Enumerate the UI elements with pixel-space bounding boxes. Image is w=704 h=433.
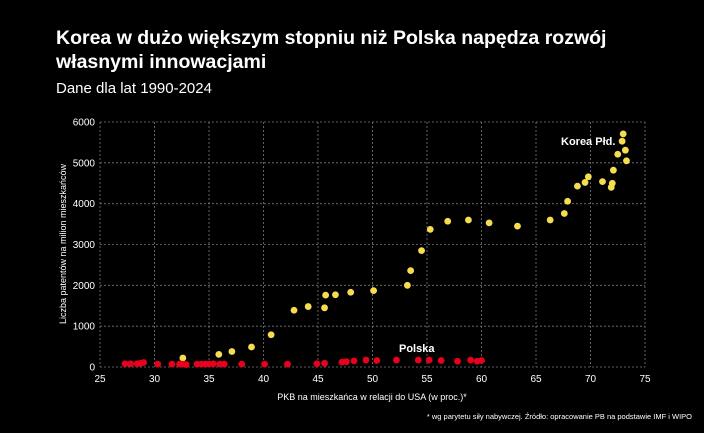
data-point-korea-p-d <box>228 348 236 355</box>
y-tick-label: 3000 <box>73 240 96 251</box>
data-points <box>121 130 630 368</box>
y-tick-label: 1000 <box>73 322 96 333</box>
data-point-korea-p-d <box>619 130 627 138</box>
y-tick-label: 4000 <box>73 199 96 210</box>
data-point-korea-p-d <box>248 343 255 351</box>
data-point-korea-p-d <box>574 182 581 190</box>
x-tick-label: 45 <box>312 374 324 385</box>
data-point-polska <box>373 357 381 364</box>
data-point-korea-p-d <box>290 306 298 314</box>
data-point-polska <box>127 360 134 368</box>
y-axis-label: Liczba patentów na milion mieszkańców <box>58 163 68 324</box>
x-tick-label: 25 <box>94 374 106 385</box>
footnote-source: * wg parytetu siły nabywczej. Źródło: op… <box>426 412 692 421</box>
data-point-polska <box>478 357 485 364</box>
y-tick-label: 5000 <box>73 158 96 169</box>
data-point-polska <box>238 360 246 368</box>
data-point-polska <box>425 356 433 364</box>
data-point-polska <box>437 357 445 364</box>
annotation-polska: Polska <box>399 343 435 355</box>
data-point-korea-p-d <box>485 219 493 227</box>
data-point-korea-p-d <box>426 225 434 233</box>
data-point-polska <box>140 359 148 366</box>
x-tick-label: 30 <box>149 374 161 385</box>
x-tick-label: 70 <box>585 374 597 385</box>
data-point-korea-p-d <box>623 157 630 165</box>
x-tick-label: 65 <box>530 374 542 385</box>
data-point-korea-p-d <box>370 287 377 295</box>
data-point-korea-p-d <box>321 304 328 312</box>
x-axis-ticks: 25 30 35 40 45 50 55 60 65 70 75 <box>94 374 651 385</box>
y-tick-label: 0 <box>89 363 95 374</box>
x-tick-label: 60 <box>476 374 488 385</box>
data-point-korea-p-d <box>407 267 415 275</box>
data-point-korea-p-d <box>465 216 472 224</box>
data-point-korea-p-d <box>618 137 626 145</box>
data-point-korea-p-d <box>418 247 425 255</box>
x-tick-label: 40 <box>258 374 270 385</box>
data-point-polska <box>321 359 328 367</box>
data-point-korea-p-d <box>332 291 339 299</box>
data-point-korea-p-d <box>599 178 606 186</box>
data-point-korea-p-d <box>304 303 312 310</box>
data-point-korea-p-d <box>546 216 554 224</box>
data-point-korea-p-d <box>322 291 330 299</box>
annotation-korea: Korea Płd. <box>561 136 615 148</box>
data-point-polska <box>467 356 474 364</box>
y-tick-label: 6000 <box>73 118 96 129</box>
data-point-polska <box>154 360 162 368</box>
chart-title: Korea w dużo większym stopniu niż Polska… <box>56 27 607 73</box>
data-point-polska <box>121 360 129 368</box>
data-point-korea-p-d <box>514 222 521 230</box>
data-point-korea-p-d <box>581 179 589 186</box>
x-tick-label: 55 <box>421 374 433 385</box>
data-point-polska <box>209 360 217 368</box>
data-point-korea-p-d <box>621 146 629 154</box>
data-point-korea-p-d <box>564 197 572 205</box>
y-tick-label: 2000 <box>73 281 96 292</box>
data-point-korea-p-d <box>215 350 223 358</box>
data-point-polska <box>220 360 228 368</box>
data-point-korea-p-d <box>584 173 592 181</box>
data-point-korea-p-d <box>614 150 622 158</box>
data-point-polska <box>350 357 358 365</box>
chart-subtitle: Dane dla lat 1990-2024 <box>56 80 212 97</box>
data-point-polska <box>342 358 350 366</box>
data-point-polska <box>362 356 370 364</box>
data-point-korea-p-d <box>609 166 617 174</box>
data-point-polska <box>393 356 400 364</box>
x-tick-label: 50 <box>367 374 379 385</box>
data-point-korea-p-d <box>403 281 411 289</box>
data-point-korea-p-d <box>560 210 568 217</box>
data-point-polska <box>182 361 190 368</box>
x-tick-label: 35 <box>203 374 215 385</box>
x-axis-label: PKB na mieszkańca w relacji do USA (w pr… <box>277 392 467 402</box>
data-point-korea-p-d <box>347 288 355 296</box>
data-point-polska <box>414 356 422 364</box>
data-point-korea-p-d <box>267 331 275 339</box>
data-point-korea-p-d <box>179 354 187 362</box>
y-axis-ticks: 0 1000 2000 3000 4000 5000 6000 <box>73 118 96 374</box>
data-point-korea-p-d <box>444 217 452 225</box>
data-point-korea-p-d <box>608 179 616 187</box>
data-point-polska <box>284 360 291 368</box>
grid-lines <box>99 121 646 368</box>
data-point-polska <box>454 357 461 365</box>
x-tick-label: 75 <box>639 374 651 385</box>
data-point-polska <box>261 360 268 368</box>
data-point-polska <box>168 360 176 368</box>
data-point-polska <box>313 360 321 368</box>
